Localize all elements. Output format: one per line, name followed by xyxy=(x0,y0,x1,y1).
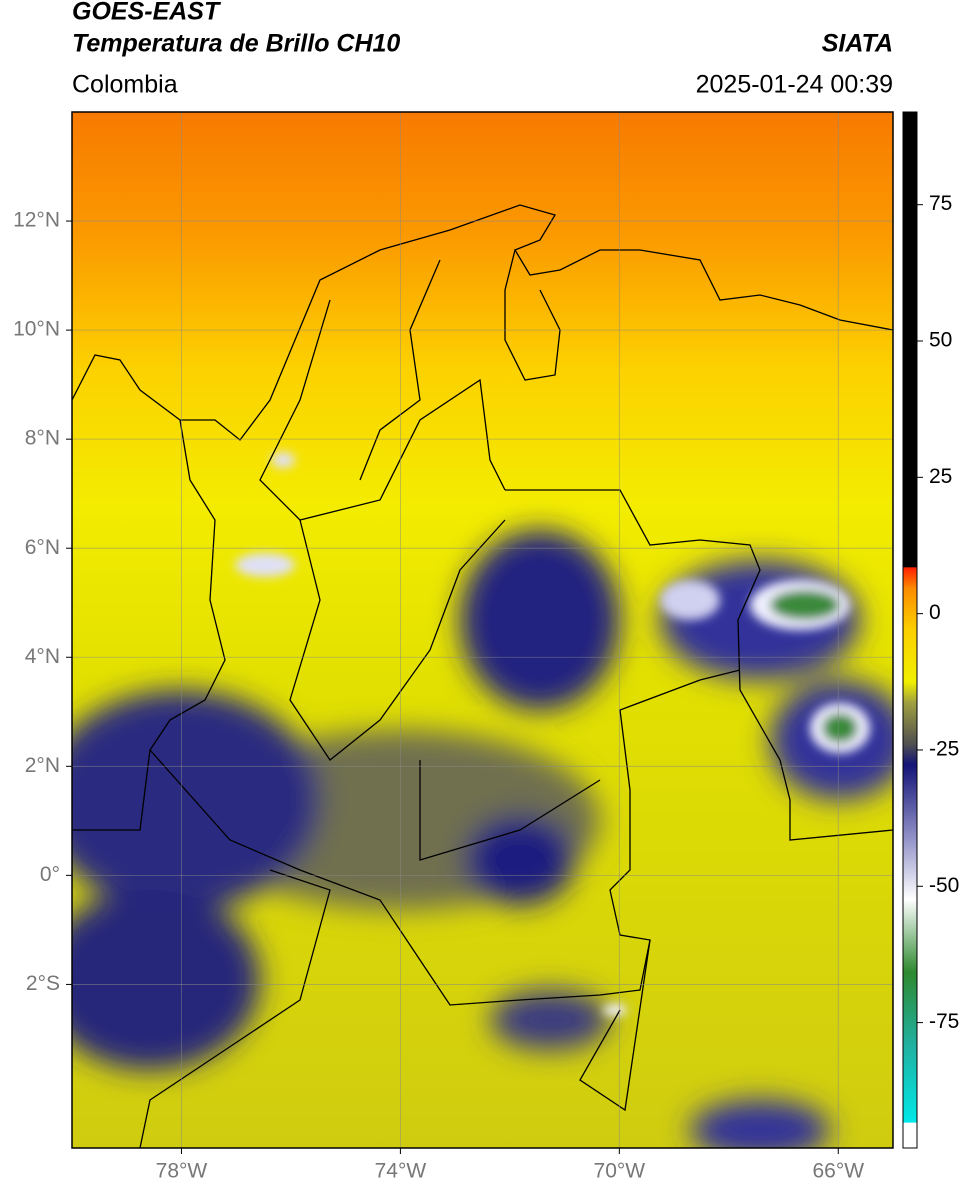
imagery xyxy=(72,112,893,1148)
y-tick-label: 4°N xyxy=(25,645,60,668)
colorbar-tick-label: -25 xyxy=(929,738,959,761)
map-frame xyxy=(71,111,894,1149)
colorbar-tick-label: 0 xyxy=(929,601,941,624)
y-tick-label: 0° xyxy=(40,863,60,886)
y-tick-label: 2°N xyxy=(25,754,60,777)
graticule xyxy=(72,112,893,1148)
colorbar xyxy=(902,111,918,1149)
x-tick-label: 66°W xyxy=(812,1160,864,1183)
colorbar-tick-label: 50 xyxy=(929,329,952,352)
x-tick-label: 70°W xyxy=(594,1160,646,1183)
x-tick-label: 78°W xyxy=(156,1160,208,1183)
colorbar-tick-label: 75 xyxy=(929,192,952,215)
y-tick-label: 2°S xyxy=(26,972,60,995)
colorbar-tick-label: 25 xyxy=(929,465,952,488)
subtitle: Temperatura de Brillo CH10 xyxy=(72,30,400,58)
source: SIATA xyxy=(822,30,893,58)
y-tick-label: 8°N xyxy=(25,427,60,450)
x-tick-label: 74°W xyxy=(375,1160,427,1183)
datetime: 2025-01-24 00:39 xyxy=(696,71,893,99)
region: Colombia xyxy=(72,71,178,99)
cold-tops xyxy=(235,452,870,1016)
title: GOES-EAST xyxy=(72,0,222,26)
colorbar-tick-label: -50 xyxy=(929,874,959,897)
y-tick-label: 12°N xyxy=(13,209,60,232)
y-tick-label: 10°N xyxy=(13,318,60,341)
borders xyxy=(72,204,893,1148)
colorbar-tick-label: -75 xyxy=(929,1010,959,1033)
y-tick-label: 6°N xyxy=(25,536,60,559)
